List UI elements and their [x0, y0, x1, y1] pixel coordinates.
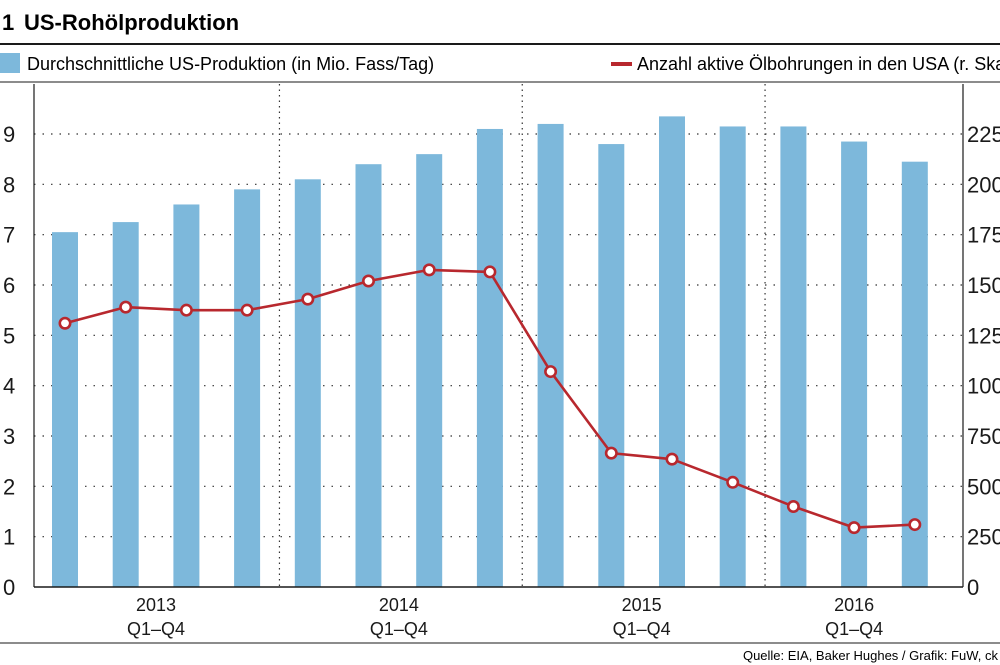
bar-2013-q3	[173, 204, 200, 587]
rigs-point-2016-q2	[847, 521, 861, 535]
bar-2013-q1	[52, 232, 78, 587]
right-tick-label-1750: 1750	[967, 223, 1000, 248]
right-tick-label-1500: 1500	[967, 273, 1000, 298]
bar-2016-q1	[780, 126, 807, 587]
right-tick-label-250: 250	[967, 525, 1000, 550]
bar-2016-q3	[901, 161, 928, 587]
bar-2013-q4	[234, 189, 261, 587]
bar-2015-q2	[598, 144, 625, 588]
left-tick-label-7: 7	[3, 223, 15, 248]
legend-bars-label: Durchschnittliche US-Produktion (in Mio.…	[27, 54, 434, 74]
chart-number: 1	[2, 10, 14, 35]
rigs-point-2016-q3	[908, 518, 922, 532]
x-quarter-label-2013: Q1–Q4	[127, 619, 185, 639]
bar-2016-q2	[841, 141, 868, 588]
rigs-point-2015-q2	[604, 446, 618, 460]
right-tick-label-500: 500	[967, 474, 1000, 499]
rigs-point-2013-q2	[119, 300, 133, 314]
rigs-point-2015-q3	[665, 452, 679, 466]
left-tick-label-2: 2	[3, 474, 15, 499]
left-tick-label-3: 3	[3, 424, 15, 449]
legend-line-label: Anzahl aktive Ölbohrungen in den USA (r.…	[637, 54, 1000, 74]
left-tick-label-8: 8	[3, 172, 15, 197]
bar-2014-q4	[476, 128, 503, 587]
right-tick-label-1000: 1000	[967, 374, 1000, 399]
bar-2015-q3	[659, 116, 685, 587]
x-year-label-2016: 2016	[834, 595, 874, 615]
x-year-label-2014: 2014	[379, 595, 419, 615]
bar-2013-q2	[112, 222, 139, 588]
rigs-point-2015-q4	[726, 475, 740, 489]
rigs-point-2015-q1	[544, 365, 558, 379]
x-axis-labels: 2013 Q1–Q4 2014 Q1–Q4 2015 Q1–Q4 2016 Q1–Q4	[127, 595, 883, 639]
rigs-point-2014-q3	[422, 263, 436, 277]
x-year-label-2013: 2013	[136, 595, 176, 615]
rigs-point-2014-q2	[361, 274, 375, 288]
bar-2014-q2	[355, 164, 382, 587]
line-layer	[58, 263, 922, 535]
rigs-point-2013-q1	[58, 316, 72, 330]
legend-bar-swatch	[0, 53, 20, 73]
bar-2014-q1	[294, 179, 321, 588]
source-note: Quelle: EIA, Baker Hughes / Grafik: FuW,…	[743, 648, 999, 663]
bar-2014-q3	[416, 154, 443, 587]
left-tick-label-0: 0	[3, 575, 15, 600]
right-axis-ticks: 0 250 500 750 1000 1250 1500 1750 2000 2250	[967, 122, 1000, 600]
right-tick-label-2000: 2000	[967, 172, 1000, 197]
left-tick-label-4: 4	[3, 374, 15, 399]
x-quarter-label-2016: Q1–Q4	[825, 619, 883, 639]
rigs-point-2014-q1	[301, 292, 315, 306]
chart-title: US-Rohölproduktion	[24, 10, 239, 35]
rigs-point-2016-q1	[786, 499, 800, 513]
x-quarter-label-2015: Q1–Q4	[613, 619, 671, 639]
x-quarter-label-2014: Q1–Q4	[370, 619, 428, 639]
rigs-point-2013-q3	[179, 303, 193, 317]
left-axis-ticks: 0 1 2 3 4 5 6 7 8 9	[3, 122, 15, 600]
grid-layer	[33, 84, 964, 587]
left-tick-label-5: 5	[3, 323, 15, 348]
x-year-label-2015: 2015	[622, 595, 662, 615]
left-tick-label-9: 9	[3, 122, 15, 147]
right-tick-label-750: 750	[967, 424, 1000, 449]
left-tick-label-1: 1	[3, 525, 15, 550]
rigs-point-2014-q4	[483, 265, 497, 279]
right-tick-label-1250: 1250	[967, 323, 1000, 348]
right-tick-label-2250: 2250	[967, 122, 1000, 147]
left-tick-label-6: 6	[3, 273, 15, 298]
bar-2015-q4	[719, 126, 746, 587]
right-tick-label-0: 0	[967, 575, 979, 600]
bars-layer	[52, 116, 928, 588]
rigs-point-2013-q4	[240, 303, 254, 317]
